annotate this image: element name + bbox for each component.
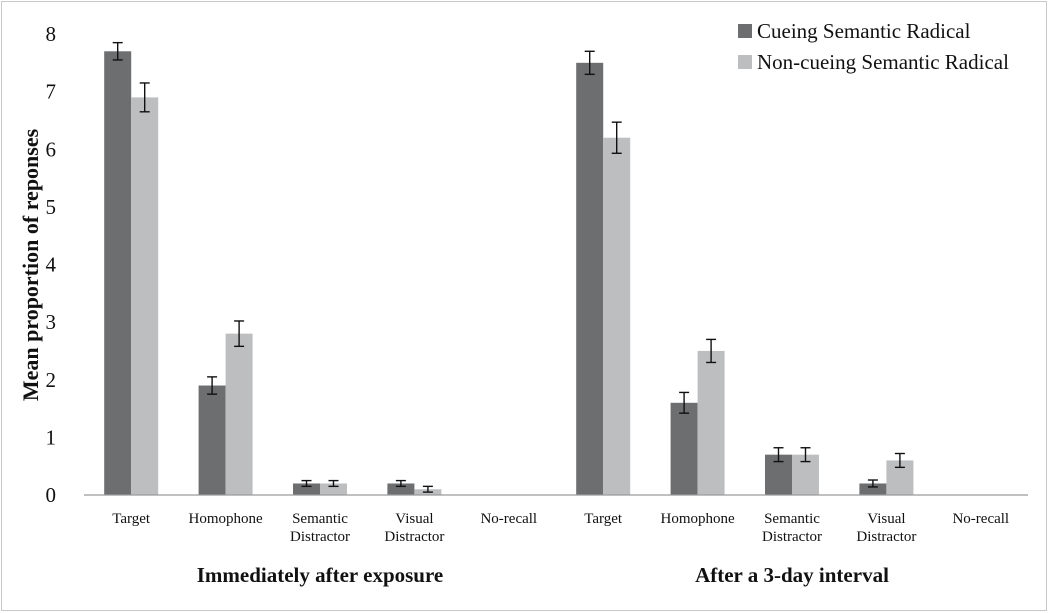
x-category-label: Visual Distractor — [384, 511, 444, 545]
legend-swatch — [738, 55, 752, 69]
x-category-label: Visual Distractor — [856, 511, 916, 545]
y-tick-label: 6 — [46, 137, 57, 161]
error-bar — [706, 338, 717, 364]
legend-swatch — [738, 24, 752, 38]
y-axis-ticks: 0 1 2 3 4 5 6 7 8 — [46, 22, 57, 507]
bar-cueing — [576, 62, 604, 495]
y-tick-label: 5 — [46, 195, 57, 219]
error-bar — [894, 452, 905, 469]
legend: Cueing Semantic Radical Non-cueing Semant… — [738, 19, 1009, 74]
x-category-label: Target — [584, 511, 623, 527]
y-tick-label: 8 — [46, 22, 57, 46]
bar-non-cueing — [225, 333, 253, 495]
bar-cueing — [104, 51, 132, 495]
y-tick-label: 1 — [46, 425, 57, 449]
error-bar — [773, 447, 784, 463]
bar-cueing — [387, 483, 415, 495]
bar-non-cueing — [697, 350, 725, 495]
x-category-label: Semantic Distractor — [290, 511, 350, 545]
bar-cueing — [198, 385, 226, 495]
x-category-label: Semantic Distractor — [762, 511, 822, 545]
error-bar — [301, 479, 312, 488]
bar-cueing — [293, 483, 320, 495]
x-category-label: No-recall — [480, 511, 537, 527]
x-axis-group-labels: Immediately after exposure After a 3-day … — [197, 563, 889, 587]
x-group-label: After a 3-day interval — [695, 563, 889, 587]
bar-non-cueing — [131, 97, 159, 495]
error-bar — [867, 479, 878, 488]
error-bar — [234, 320, 245, 348]
y-tick-label: 3 — [46, 310, 57, 334]
x-category-label: No-recall — [952, 511, 1009, 527]
error-bar — [112, 41, 123, 61]
error-bar — [139, 82, 150, 113]
y-tick-label: 4 — [46, 253, 57, 277]
y-tick-label: 7 — [46, 80, 57, 104]
y-tick-label: 0 — [46, 483, 57, 507]
x-axis-category-labels: Target Homophone Semantic Distractor Visual D… — [112, 511, 1009, 545]
error-bars — [112, 41, 905, 493]
error-bar — [800, 447, 811, 463]
x-group-label: Immediately after exposure — [197, 563, 444, 587]
x-category-label: Target — [112, 511, 151, 527]
bar-non-cueing — [320, 483, 347, 495]
error-bar — [584, 50, 595, 76]
x-category-label: Homophone — [189, 511, 264, 527]
error-bar — [611, 121, 622, 154]
bar-cueing — [859, 483, 887, 495]
y-axis-label: Mean proportion of reponses — [18, 128, 43, 401]
bar-marks — [104, 51, 914, 495]
bar-cueing — [670, 402, 698, 495]
error-bar — [679, 391, 690, 414]
legend-label: Non-cueing Semantic Radical — [757, 50, 1009, 74]
y-tick-label: 2 — [46, 368, 57, 392]
legend-label: Cueing Semantic Radical — [757, 19, 971, 43]
error-bar — [328, 479, 339, 488]
error-bar — [395, 479, 406, 488]
error-bar — [422, 485, 433, 493]
x-category-label: Homophone — [661, 511, 736, 527]
error-bar — [207, 376, 218, 395]
bar-non-cueing — [603, 137, 631, 495]
